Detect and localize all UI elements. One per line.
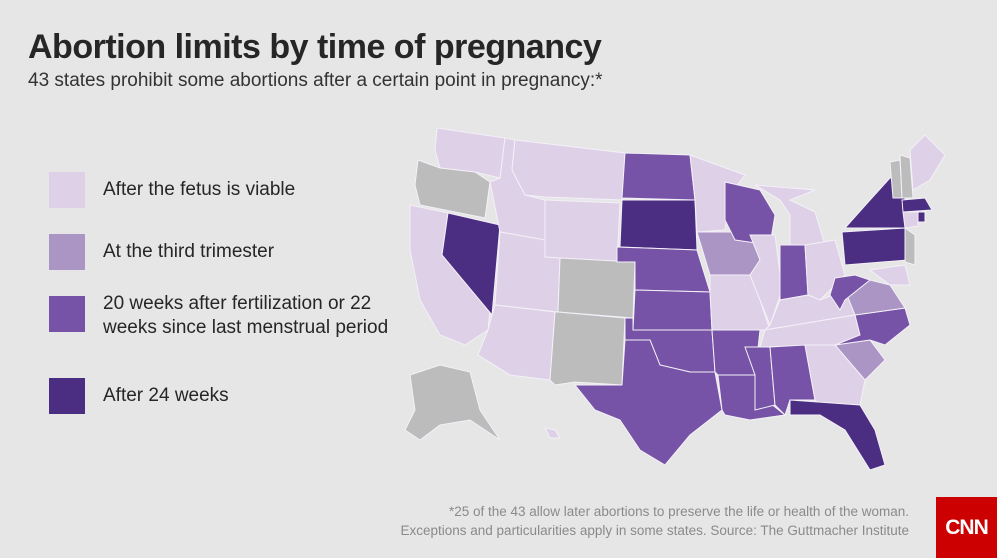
state-nm [549, 311, 626, 386]
footnote-line: Exceptions and particularities apply in … [400, 523, 909, 538]
state-hi [544, 427, 561, 439]
state-in [779, 244, 809, 301]
legend-label: After the fetus is viable [103, 179, 296, 200]
page-title: Abortion limits by time of pregnancy [28, 28, 602, 66]
state-fl [789, 399, 886, 471]
legend-item-viable: After the fetus is viable [49, 172, 389, 208]
state-sd [619, 199, 698, 251]
state-ms [744, 346, 776, 411]
state-me [909, 134, 946, 191]
legend-item-20-weeks: 20 weeks after fertilization or 22 weeks… [49, 293, 389, 340]
state-co [557, 257, 636, 319]
state-ks [632, 289, 713, 331]
state-nc [834, 307, 911, 346]
footnote-line: *25 of the 43 allow later abortions to p… [448, 504, 909, 519]
state-wy [544, 199, 621, 263]
state-mt [511, 139, 626, 201]
legend-swatch [49, 378, 85, 414]
state-ct [902, 211, 919, 229]
legend-swatch [49, 234, 85, 270]
state-or [414, 159, 491, 219]
legend-item-third-trimester: At the third trimester [49, 234, 389, 270]
legend-swatch [49, 296, 85, 332]
state-il [749, 234, 783, 327]
state-ak [404, 364, 501, 441]
logo-text: CNN [945, 515, 988, 539]
legend-label: At the third trimester [103, 241, 275, 262]
state-ri [917, 211, 926, 223]
legend-swatch [49, 172, 85, 208]
state-nh [899, 154, 914, 199]
state-wv [829, 274, 872, 311]
state-nd [621, 152, 696, 201]
subtitle: 43 states prohibit some abortions after … [28, 70, 603, 91]
legend-label: 20 weeks after fertilization or 22 weeks… [103, 293, 389, 338]
footnote: *25 of the 43 allow later abortions to p… [400, 502, 909, 540]
state-nj [904, 227, 916, 266]
state-mn [689, 154, 746, 233]
cnn-logo: CNN [936, 497, 997, 558]
state-pa [841, 227, 909, 266]
state-tx [573, 339, 723, 466]
state-ma [901, 197, 933, 213]
legend-item-24-weeks: After 24 weeks [49, 378, 389, 414]
state-md [868, 264, 911, 286]
legend-label: After 24 weeks [103, 385, 229, 406]
